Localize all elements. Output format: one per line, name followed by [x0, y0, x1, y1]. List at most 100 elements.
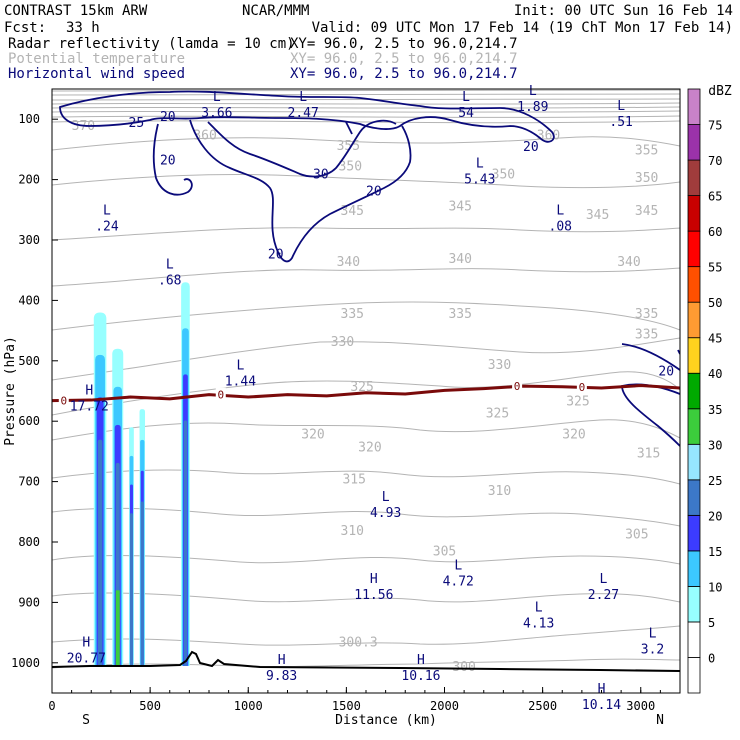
extremum-kind: H [370, 572, 378, 587]
theta-label: 300 [452, 660, 475, 675]
freezing-label: 0 [514, 380, 521, 393]
theta-label: 350 [339, 160, 362, 175]
freezing-line-path [52, 384, 680, 403]
y-tick-label: 300 [18, 233, 40, 247]
extremum-value: 10.16 [401, 669, 440, 684]
extremum-value: 4.72 [443, 574, 474, 589]
colorbar-cell [687, 88, 701, 125]
theta-label: 355 [337, 139, 360, 154]
extremum-value: 54 [458, 106, 474, 121]
theta-label: 345 [586, 208, 609, 223]
extremum-kind: L [600, 572, 608, 587]
y-axis: 100 200 300 400 500 600 700 800 900 1000 [11, 112, 58, 670]
theta-label: 370 [72, 119, 95, 134]
extremum-kind: L [535, 601, 543, 616]
extremum-value: .24 [95, 220, 119, 235]
extremum-kind: L [103, 204, 111, 219]
field-name-wind: Horizontal wind speed [8, 66, 185, 82]
theta-label: 345 [341, 204, 364, 219]
extremum-kind: H [278, 653, 286, 668]
extremum-kind: L [529, 84, 537, 99]
colorbar-cell [687, 159, 701, 196]
colorbar-cell [687, 621, 701, 658]
colorbar-label: 20 [708, 509, 722, 523]
extremum-value: 1.44 [225, 374, 256, 389]
y-tick-label: 800 [18, 535, 40, 549]
colorbar-label: 75 [708, 119, 722, 133]
x-tick-label: 2500 [528, 699, 557, 713]
colorbar-cell [687, 443, 701, 481]
theta-label: 340 [617, 255, 640, 270]
colorbar-cell [687, 657, 701, 694]
extremum-kind: H [598, 682, 606, 697]
colorbar-label: 60 [708, 225, 722, 239]
y-tick-label: 400 [18, 293, 40, 307]
extremum-kind: L [462, 90, 470, 105]
colorbar-label: 70 [708, 154, 722, 168]
freezing-label-bg [215, 387, 226, 400]
colorbar-label: 40 [708, 367, 722, 381]
freezing-label: 0 [60, 395, 67, 408]
colorbar-cell [687, 195, 701, 232]
y-tick-label: 600 [18, 414, 40, 428]
theta-label: 310 [488, 484, 511, 499]
plot-area [52, 89, 680, 693]
colorbar-cell [687, 479, 701, 516]
y-tick-label: 900 [18, 595, 40, 609]
colorbar-label: 50 [708, 296, 722, 310]
x-tick-label: 2000 [430, 699, 459, 713]
field-xy-wind: XY= 96.0, 2.5 to 96.0,214.7 [290, 66, 518, 82]
reflectivity-column [129, 513, 133, 666]
wind-label: 20 [160, 110, 176, 125]
colorbar-cell [687, 124, 701, 161]
extremum-value: 1.89 [517, 100, 548, 115]
theta-contours [52, 89, 680, 669]
theta-label: 350 [492, 168, 515, 183]
wind-labels: 25 20 20 30 20 20 20 20 [129, 110, 675, 379]
freezing-line: 0 0 0 0 [52, 379, 680, 408]
extremum-value: 3.2 [641, 643, 664, 658]
extremum-kind: H [82, 636, 90, 651]
theta-label: 300.3 [339, 636, 378, 651]
theta-label: 320 [301, 427, 324, 442]
wind-label: 25 [129, 116, 145, 131]
theta-label: 315 [342, 473, 365, 488]
extremum-kind: L [299, 90, 307, 105]
wind-label: 20 [160, 154, 176, 169]
extremum-kind: L [454, 558, 462, 573]
colorbar-label: 5 [708, 616, 715, 630]
colorbar: 0 5 10 15 20 25 30 35 40 45 50 55 60 65 70 75 [687, 88, 722, 694]
colorbar-label: 30 [708, 438, 722, 452]
y-tick-label: 100 [18, 112, 40, 126]
extremum-value: .08 [549, 220, 572, 235]
theta-label: 330 [331, 335, 354, 350]
extremum-kind: L [382, 490, 390, 505]
valid-time: Valid: 09 UTC Mon 17 Feb 14 (19 ChT Mon … [312, 20, 733, 36]
extremum-value: 20.77 [67, 652, 106, 667]
colorbar-cell [687, 550, 701, 587]
reflectivity-core [115, 590, 120, 666]
colorbar-label: 35 [708, 403, 722, 417]
freezing-label-bg [58, 393, 69, 406]
colorbar-cell [687, 266, 701, 303]
colorbar-cell [687, 301, 701, 339]
model-name: CONTRAST 15km ARW [4, 3, 148, 19]
colorbar-label: 55 [708, 261, 722, 275]
extremum-value: 4.93 [370, 506, 401, 521]
theta-label: 305 [433, 544, 456, 559]
extremum-value: 2.27 [588, 588, 619, 603]
colorbar-cell [687, 337, 701, 374]
y-tick-label: 1000 [11, 656, 40, 670]
theta-label: 345 [448, 200, 471, 215]
extremum-value: .51 [609, 115, 632, 130]
colorbar-label: 65 [708, 190, 722, 204]
x-axis-label: Distance (km) [335, 713, 437, 728]
colorbar-cell [687, 408, 701, 445]
extremum-value: 5.43 [464, 173, 495, 188]
x-tick-label: 0 [48, 699, 55, 713]
endpoint-left: S [82, 713, 90, 728]
extremum-value: 9.83 [266, 669, 297, 684]
